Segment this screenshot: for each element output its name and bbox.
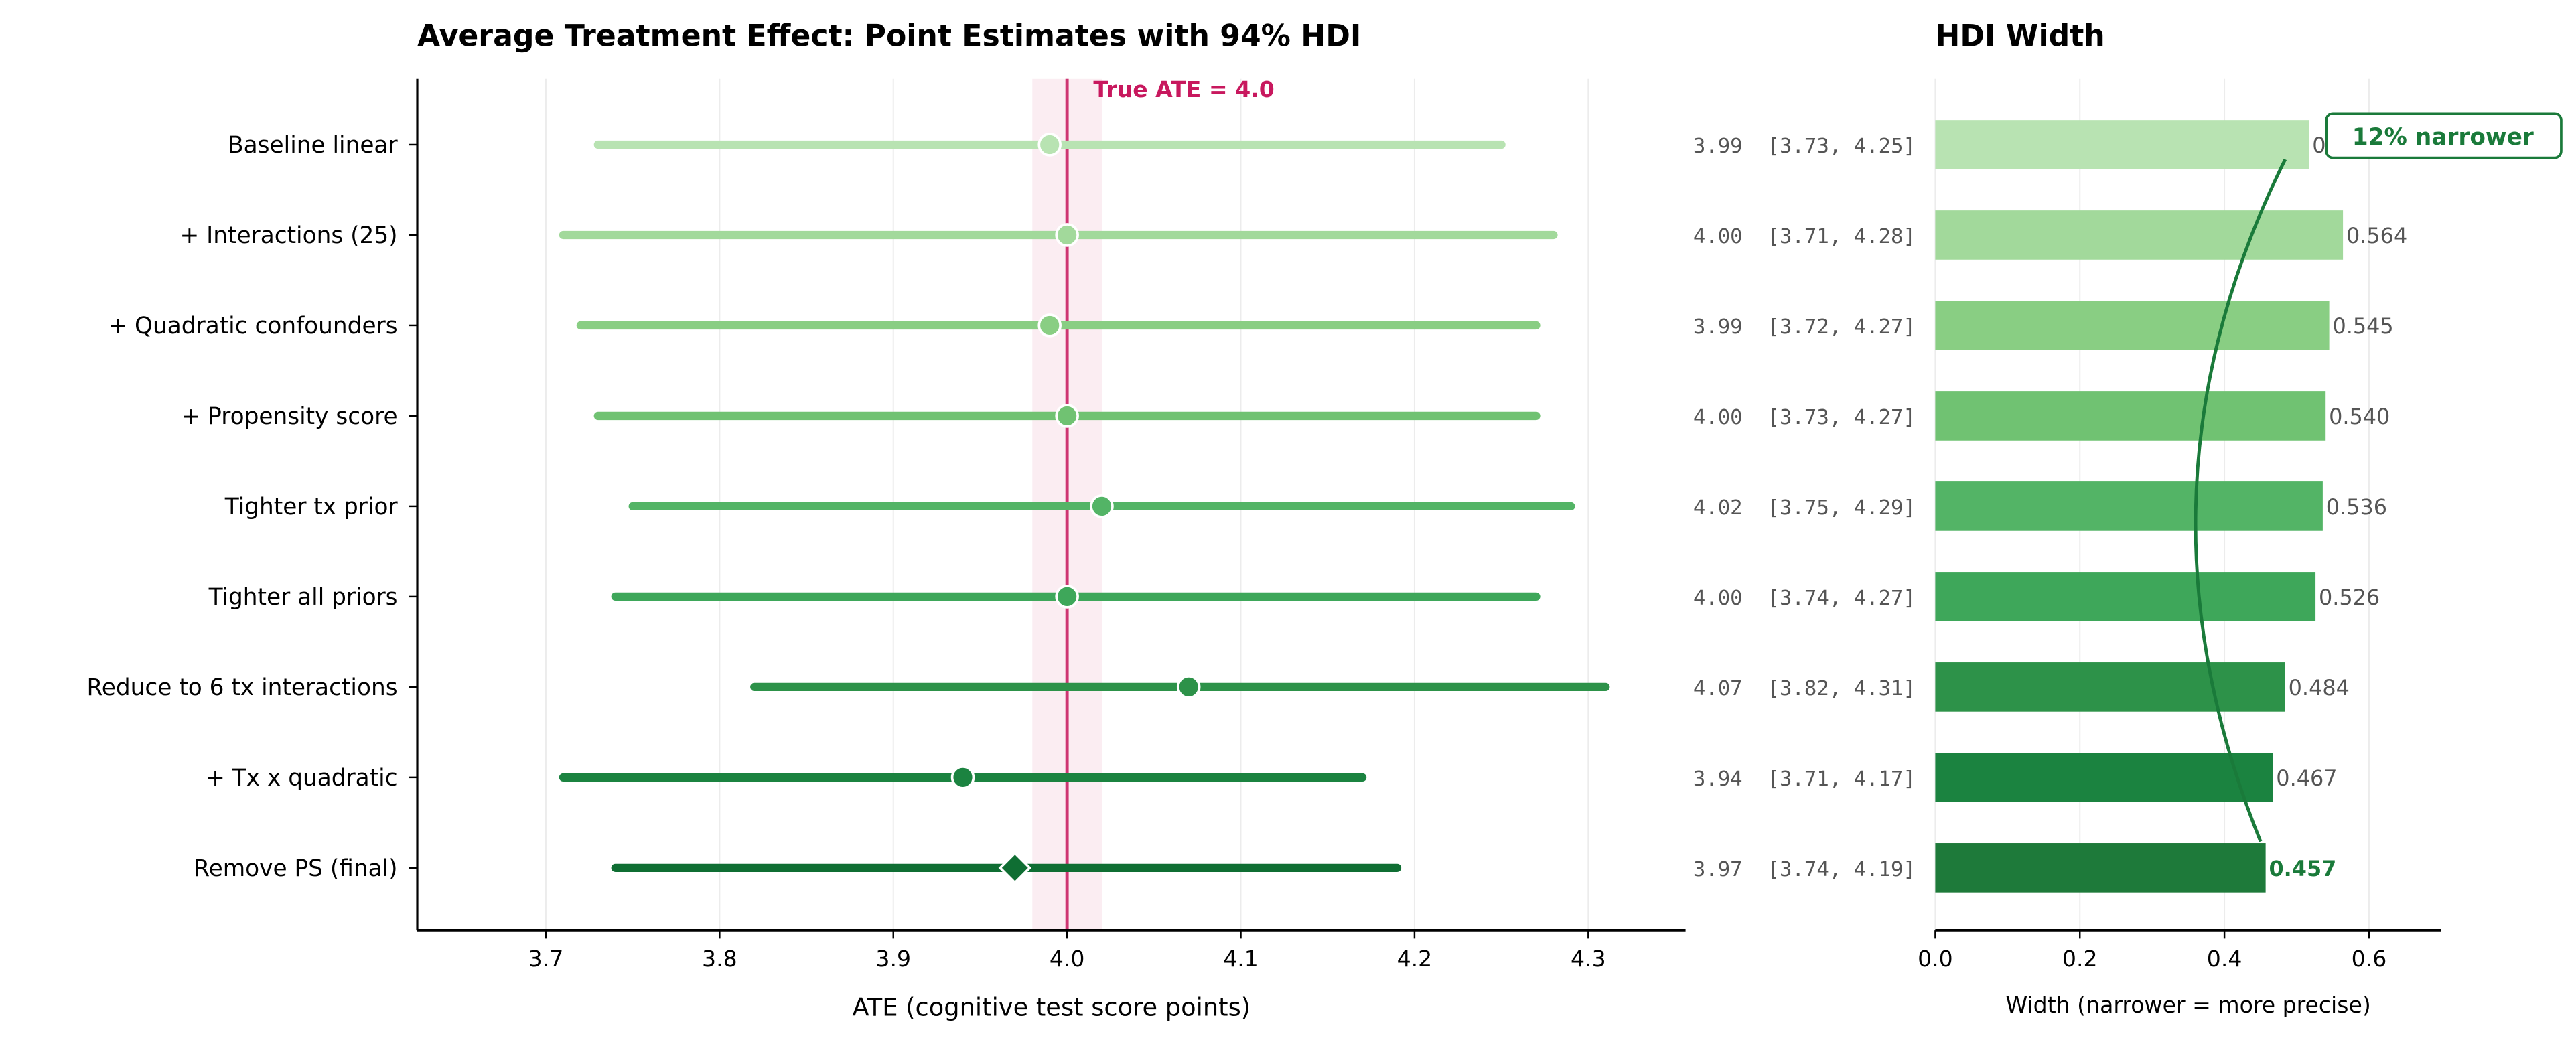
bar-xlabel: Width (narrower = more precise) bbox=[2005, 992, 2370, 1018]
row-label: Baseline linear bbox=[228, 132, 398, 159]
estimate-interval-text: 4.07 [3.82, 4.31] bbox=[1693, 677, 1916, 700]
row-label: Reduce to 6 tx interactions bbox=[86, 674, 397, 701]
annotation-box bbox=[2325, 112, 2563, 159]
x-tick-label: 4.0 bbox=[1050, 946, 1085, 972]
estimate-interval-text: 3.97 [3.74, 4.19] bbox=[1693, 858, 1916, 881]
estimate-interval-text: 3.99 [3.73, 4.25] bbox=[1693, 135, 1916, 158]
forest-plot: 3.7 3.8 3.9 4.0 4.1 4.2 4.3 True ATE = 4.0 Basel… bbox=[86, 76, 1915, 972]
estimate-interval-text: 4.00 [3.74, 4.27] bbox=[1693, 587, 1916, 610]
bar-value-label: 0.545 bbox=[2332, 313, 2393, 339]
point-estimate bbox=[1090, 494, 1114, 518]
x-tick-label: 3.9 bbox=[875, 946, 911, 972]
true-ate-label: True ATE = 4.0 bbox=[1093, 76, 1274, 102]
estimate-interval-text: 4.02 [3.75, 4.29] bbox=[1693, 496, 1916, 520]
annotation-label: 12% narrower bbox=[2352, 124, 2534, 151]
bar-value-label: 0.467 bbox=[2276, 765, 2337, 791]
estimate-interval-text: 3.99 [3.72, 4.27] bbox=[1693, 315, 1916, 339]
bar-value-label: 0.526 bbox=[2319, 585, 2380, 610]
hdi-width-bar-chart: 0.00.20.40.60.5170.5640.5450.5400.5360.5… bbox=[1918, 78, 2563, 972]
hdi-width-bar bbox=[1935, 572, 2316, 621]
hdi-width-bar bbox=[1935, 301, 2330, 350]
point-estimate bbox=[1037, 133, 1062, 157]
point-estimate bbox=[1055, 585, 1079, 609]
x-tick-label: 4.2 bbox=[1397, 946, 1433, 972]
point-estimate bbox=[1055, 223, 1079, 247]
x-tick-label: 3.7 bbox=[528, 946, 564, 972]
estimate-interval-text: 4.00 [3.73, 4.27] bbox=[1693, 406, 1916, 429]
estimate-interval-text: 3.94 [3.71, 4.17] bbox=[1693, 767, 1916, 791]
point-estimate bbox=[1176, 675, 1201, 699]
forest-title: Average Treatment Effect: Point Estimate… bbox=[417, 19, 1361, 54]
x-tick-label: 4.1 bbox=[1223, 946, 1259, 972]
bar-value-label: 0.484 bbox=[2289, 675, 2350, 700]
x-tick-label: 3.8 bbox=[702, 946, 737, 972]
hdi-width-bar bbox=[1935, 120, 2309, 169]
hdi-width-bar bbox=[1935, 210, 2344, 260]
hdi-width-bar bbox=[1935, 481, 2323, 531]
x-tick-label: 0.2 bbox=[2062, 946, 2098, 972]
x-tick-label: 4.3 bbox=[1571, 946, 1606, 972]
estimate-interval-text: 4.00 [3.71, 4.28] bbox=[1693, 225, 1916, 248]
annotation-arrow bbox=[2194, 158, 2287, 842]
hdi-width-bar bbox=[1935, 391, 2326, 441]
bar-value-label: 0.536 bbox=[2326, 494, 2387, 520]
x-tick-label: 0.0 bbox=[1918, 946, 1953, 972]
row-label: Tighter tx prior bbox=[224, 494, 399, 520]
row-label: + Interactions (25) bbox=[180, 222, 397, 249]
point-estimate bbox=[950, 765, 975, 790]
x-tick-label: 0.6 bbox=[2352, 946, 2387, 972]
forest-xlabel: ATE (cognitive test score points) bbox=[852, 993, 1250, 1022]
row-label: + Tx x quadratic bbox=[206, 765, 397, 792]
point-estimate bbox=[1037, 313, 1062, 338]
bar-title: HDI Width bbox=[1935, 19, 2104, 54]
row-label: Tighter all priors bbox=[208, 584, 398, 611]
hdi-width-bar bbox=[1935, 662, 2285, 712]
hdi-width-bar bbox=[1935, 843, 2266, 893]
row-label: + Propensity score bbox=[182, 403, 398, 430]
bar-value-label: 0.457 bbox=[2269, 856, 2337, 881]
point-estimate-diamond bbox=[998, 851, 1032, 885]
x-tick-label: 0.4 bbox=[2207, 946, 2242, 972]
point-estimate bbox=[1055, 404, 1079, 428]
bar-value-label: 0.540 bbox=[2329, 404, 2390, 429]
row-label: Remove PS (final) bbox=[194, 855, 397, 882]
hdi-width-bar bbox=[1935, 753, 2273, 802]
row-label: + Quadratic confounders bbox=[108, 313, 397, 340]
bar-value-label: 0.564 bbox=[2346, 223, 2407, 248]
